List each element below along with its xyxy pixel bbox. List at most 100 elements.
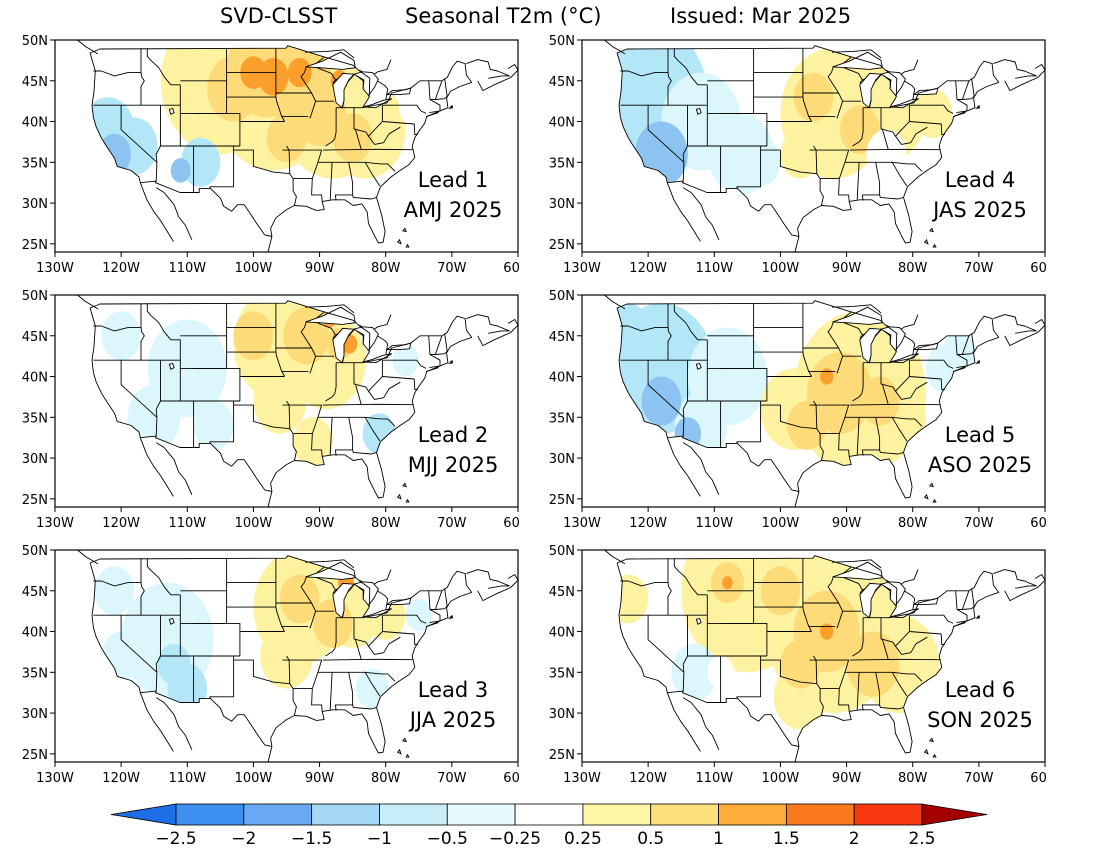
state-border: [325, 362, 337, 402]
coastline: [682, 187, 720, 240]
state-border: [120, 360, 158, 418]
lon-label: 80W: [898, 516, 928, 530]
figure-title: SVD-CLSST Seasonal T2m (°C) Issued: Mar …: [0, 0, 1100, 34]
state-border: [802, 48, 812, 122]
lake-outline: [405, 498, 410, 503]
lon-label: 60W: [503, 261, 520, 275]
lon-label: 70W: [964, 516, 994, 530]
state-border: [667, 558, 672, 616]
colorbar-box: [243, 803, 313, 826]
colorbar-label: 0.5: [637, 829, 664, 849]
coastline: [155, 697, 193, 750]
state-border: [382, 359, 427, 369]
state-border: [760, 149, 817, 175]
state-border: [364, 417, 381, 442]
lat-label: 25N: [22, 493, 48, 508]
coastline: [477, 319, 519, 347]
lake-outline: [832, 306, 883, 325]
state-border: [322, 148, 413, 151]
lake-outline: [402, 227, 407, 233]
state-border: [444, 588, 448, 607]
state-border: [364, 672, 381, 697]
lake-outline: [976, 360, 980, 364]
state-border: [720, 112, 768, 146]
coastline: [304, 304, 355, 314]
state-border: [673, 303, 708, 341]
lake-outline: [168, 617, 175, 625]
lake-outline: [929, 227, 934, 233]
state-border: [434, 80, 443, 100]
lat-label: 35N: [549, 411, 575, 426]
anomaly-region-neutral: [651, 611, 685, 652]
state-border: [856, 672, 860, 710]
state-border: [720, 367, 768, 401]
state-border: [838, 671, 850, 712]
colorbar-box: [175, 803, 245, 826]
lon-label: 80W: [898, 261, 928, 275]
state-border: [352, 194, 377, 200]
lat-label: 45N: [22, 330, 48, 345]
lake-outline: [363, 98, 392, 109]
coastline: [666, 437, 701, 497]
lon-label: 110W: [168, 771, 206, 785]
state-border: [322, 658, 413, 661]
state-border: [434, 590, 443, 610]
lon-label: 120W: [629, 516, 667, 530]
lon-label: 90W: [305, 516, 335, 530]
state-border: [430, 350, 448, 355]
state-border: [357, 671, 396, 682]
state-border: [682, 615, 688, 692]
lake-outline: [929, 482, 934, 488]
us-outline: [89, 45, 473, 244]
map-svg: 50N 45N 40N 35N 30N 25N 130W 120W 110W 100W 90W 80W…: [549, 35, 1047, 275]
lake-outline: [976, 615, 980, 619]
season-label: JJA 2025: [408, 708, 497, 732]
lake-outline: [352, 581, 379, 607]
lead-label: Lead 1: [418, 168, 489, 192]
coastline: [1004, 319, 1046, 347]
lon-label: 130W: [563, 261, 601, 275]
coastline: [794, 236, 800, 253]
us-outline: [616, 300, 1000, 499]
state-border: [682, 360, 688, 437]
colorbar-box: [514, 803, 584, 826]
coastline: [466, 59, 510, 79]
lat-label: 50N: [22, 545, 48, 559]
state-border: [193, 622, 241, 656]
lead-label: Lead 5: [945, 423, 1016, 447]
colorbar-box: [446, 803, 516, 826]
colorbar-box: [650, 803, 719, 826]
lake-outline: [832, 51, 883, 70]
colorbar-box: [582, 803, 652, 826]
state-border: [838, 416, 850, 457]
state-border: [353, 615, 383, 647]
anomaly-region-warm: [332, 113, 373, 163]
lake-outline: [976, 105, 980, 109]
coastline: [1004, 574, 1046, 602]
lake-outline: [923, 748, 929, 755]
state-border: [843, 577, 863, 591]
lake-outline: [890, 98, 919, 109]
state-border: [682, 105, 688, 182]
state-border: [849, 148, 940, 151]
lon-label: 60W: [1030, 516, 1047, 530]
lon-label: 110W: [695, 261, 733, 275]
colorbar-arrow-low: [110, 803, 177, 826]
coastline: [993, 59, 1037, 79]
colorbar-label: −1.5: [291, 829, 332, 849]
lon-label: 100W: [762, 516, 800, 530]
coastline: [477, 574, 519, 602]
lake-outline: [879, 71, 906, 97]
coastline: [139, 692, 174, 752]
anomaly-region-cold: [170, 158, 191, 183]
state-border: [300, 576, 317, 629]
state-border: [93, 580, 141, 587]
lon-label: 130W: [563, 771, 601, 785]
state-border: [736, 656, 762, 699]
lon-label: 60W: [503, 771, 520, 785]
anomaly-region-slight_cool: [671, 643, 718, 701]
state-border: [856, 162, 860, 200]
lake-outline: [932, 753, 937, 758]
state-border: [368, 636, 401, 655]
lake-outline: [352, 71, 379, 97]
